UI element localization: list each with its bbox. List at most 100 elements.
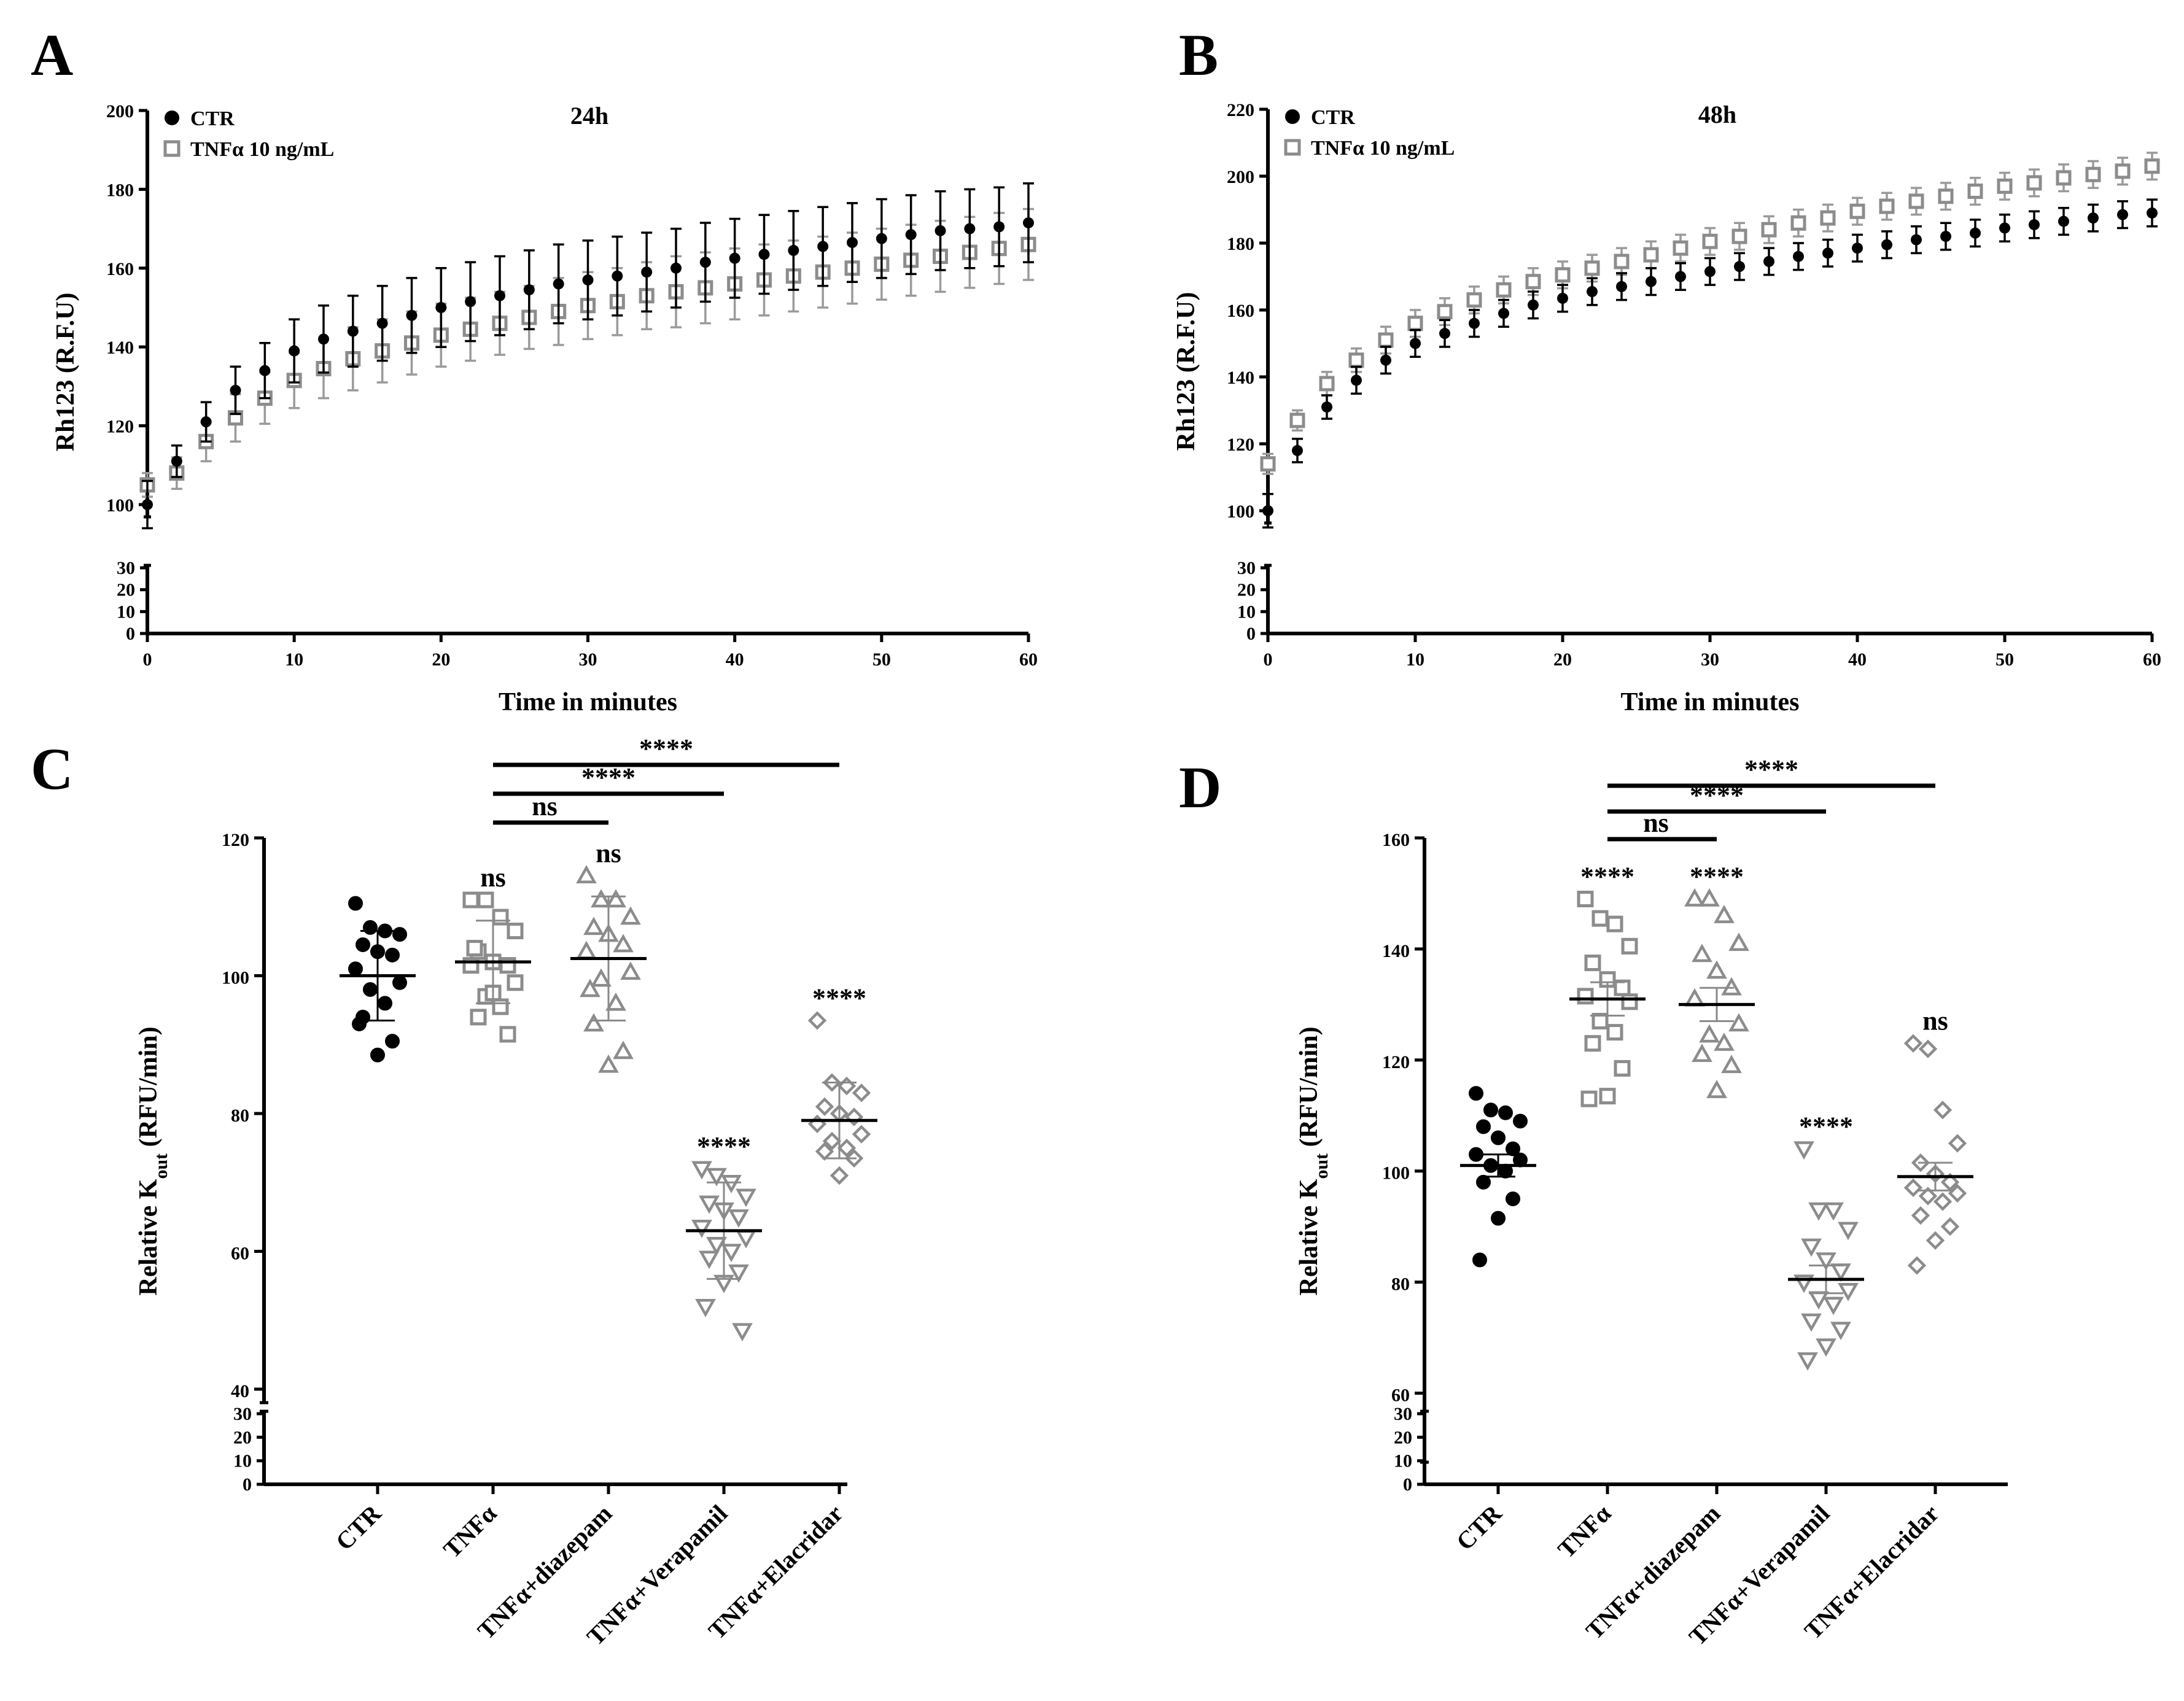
data-point: [591, 889, 612, 908]
panel-d-label: D: [1179, 754, 1221, 820]
group-tnfa-elacridar: [1897, 1034, 1973, 1275]
data-point-ctr: [523, 284, 535, 296]
x-tick-label: 60: [1019, 649, 1038, 670]
x-tick-label: 50: [872, 649, 891, 670]
data-point: [1591, 910, 1609, 927]
data-point-tnfa: [1584, 260, 1600, 276]
y-tick-label: 140: [1227, 368, 1254, 388]
data-point: [580, 978, 600, 998]
data-point: [1728, 932, 1749, 951]
data-point: [591, 968, 612, 987]
data-point: [620, 961, 641, 980]
data-point: [1940, 1217, 1960, 1236]
data-point-ctr: [142, 499, 153, 510]
data-point-ctr: [2088, 212, 2099, 224]
category-label-ctr: CTR: [330, 1499, 387, 1556]
data-point: [1830, 1263, 1851, 1282]
data-point: [1584, 1035, 1601, 1052]
group-tnfa-diazepam: [570, 865, 647, 1073]
y-tick-label-lower: 0: [1403, 1474, 1412, 1495]
y-tick-label-lower: 20: [1237, 580, 1256, 600]
data-point-ctr: [1793, 250, 1804, 262]
data-point: [1469, 1147, 1483, 1162]
x-tick-label: 30: [1701, 649, 1719, 670]
x-tick-label: 20: [1553, 649, 1572, 670]
data-point-ctr: [406, 309, 418, 321]
data-point: [699, 1195, 720, 1214]
y-axis-title-main: Relative K: [1295, 1179, 1323, 1295]
data-point-ctr: [964, 223, 976, 234]
data-point-ctr: [376, 317, 388, 329]
data-point: [1476, 1174, 1491, 1190]
data-point: [492, 998, 509, 1015]
data-point: [1918, 1039, 1938, 1058]
data-point-tnfa: [1820, 210, 1836, 226]
data-point-ctr: [729, 252, 740, 264]
y-tick-label-lower: 10: [233, 1451, 252, 1471]
data-point: [1823, 1202, 1844, 1221]
data-point: [1706, 1079, 1727, 1098]
data-point-ctr: [2029, 219, 2040, 231]
data-point: [1506, 1191, 1520, 1206]
panel-inline-title: 48h: [1698, 101, 1736, 128]
y-tick-label-lower: 20: [1394, 1427, 1412, 1447]
y-tick-label-lower: 30: [1237, 558, 1256, 578]
legend-label-ctr: CTR: [190, 107, 235, 130]
data-point-tnfa: [1643, 247, 1659, 263]
data-point-ctr: [1704, 266, 1716, 277]
data-point-ctr: [465, 296, 476, 308]
data-point: [1483, 1102, 1498, 1118]
data-point-ctr: [200, 416, 212, 428]
series-ctr: [1262, 198, 2158, 529]
y-tick-label-lower: 0: [1246, 624, 1256, 644]
y-tick-label: 180: [106, 180, 134, 200]
data-point: [620, 906, 641, 925]
data-point: [385, 1034, 400, 1049]
data-point: [583, 1013, 604, 1032]
data-point-ctr: [699, 257, 711, 268]
data-point: [815, 1097, 834, 1116]
panel-b-label: B: [1179, 22, 1218, 88]
data-point: [492, 909, 509, 926]
data-point: [1472, 1252, 1487, 1268]
data-point: [837, 1076, 857, 1096]
x-tick-label: 0: [1264, 649, 1273, 670]
significance-label-tnfa-elacridar: ns: [1922, 1006, 1948, 1036]
data-point: [1714, 905, 1735, 923]
data-point: [1903, 1178, 1923, 1198]
data-point-ctr: [1911, 234, 1922, 246]
data-point-ctr: [1587, 286, 1598, 298]
data-point: [1699, 1024, 1720, 1043]
data-point-tnfa: [1879, 198, 1895, 214]
data-point-ctr: [171, 455, 182, 467]
y-tick-label: 120: [1227, 435, 1254, 455]
y-axis-title-unit: (RFU/min): [134, 1026, 163, 1153]
legend-label-ctr: CTR: [1311, 106, 1355, 129]
data-point-tnfa: [1908, 193, 1924, 209]
data-point-tnfa: [1348, 352, 1364, 368]
data-point: [1793, 1141, 1814, 1160]
data-point-ctr: [1881, 239, 1892, 250]
data-point: [1599, 1088, 1616, 1105]
category-label-ctr: CTR: [1451, 1499, 1507, 1556]
data-point: [356, 937, 370, 952]
data-point-tnfa: [1496, 282, 1512, 298]
significance-label-tnfa-diazepam: ns: [596, 839, 621, 869]
data-point: [1714, 1033, 1735, 1051]
data-point: [699, 1250, 720, 1269]
data-point-tnfa: [1673, 240, 1689, 256]
y-tick-label: 60: [231, 1244, 249, 1264]
y-tick-label: 40: [231, 1381, 249, 1401]
data-point-ctr: [582, 274, 594, 286]
data-point: [1491, 1130, 1506, 1145]
data-point-ctr: [1469, 317, 1480, 329]
data-point: [462, 891, 480, 909]
data-point-ctr: [2117, 209, 2128, 220]
data-point: [1801, 1313, 1822, 1332]
data-point: [1808, 1202, 1829, 1221]
data-point: [695, 1299, 716, 1317]
data-point-ctr: [1557, 292, 1568, 304]
y-tick-label: 60: [1391, 1385, 1410, 1406]
y-tick-label: 120: [106, 417, 134, 437]
data-point: [1808, 1291, 1829, 1310]
